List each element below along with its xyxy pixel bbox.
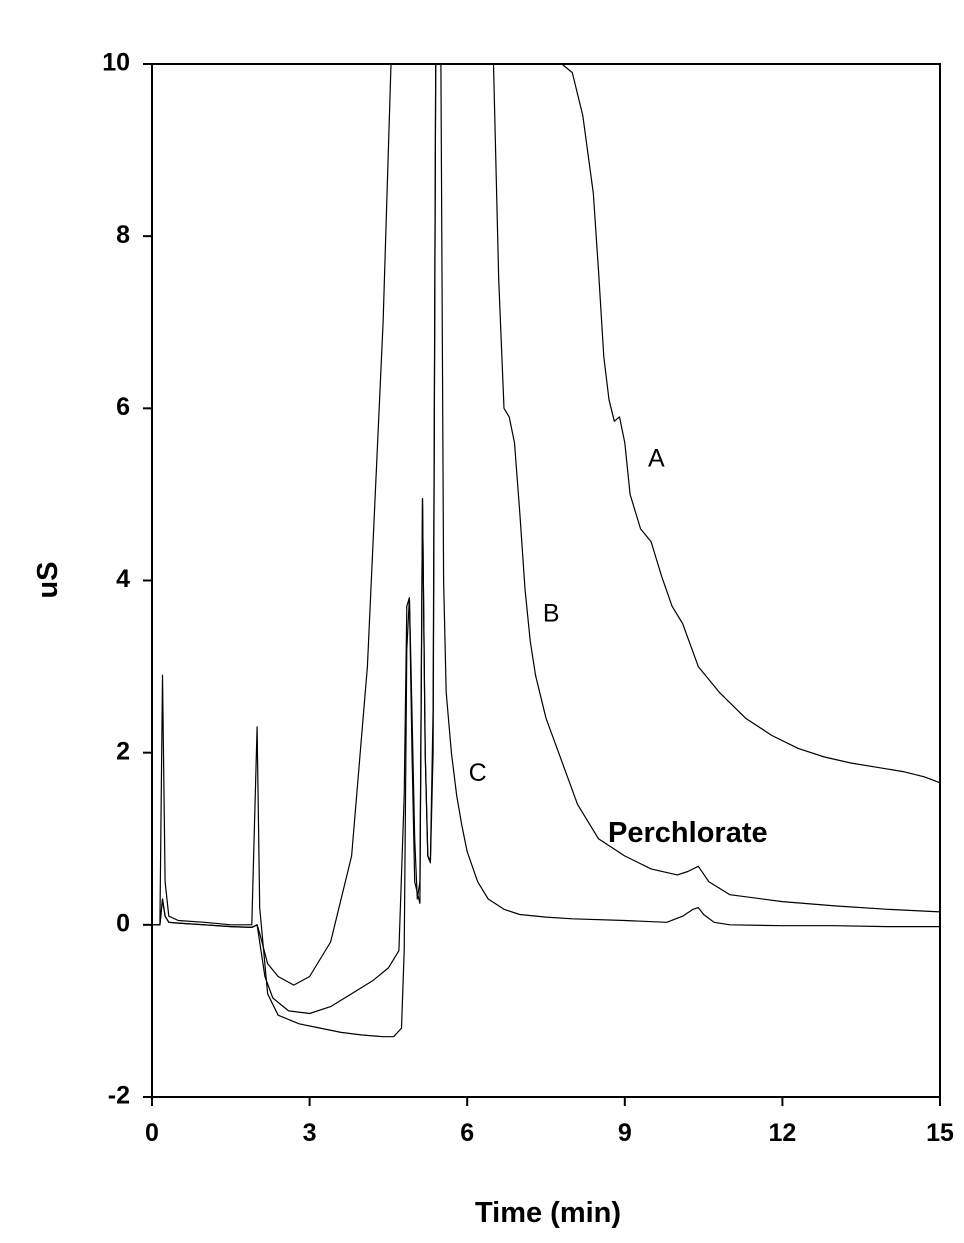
perchlorate-annotation: Perchlorate (608, 817, 768, 849)
series-a-label: A (648, 445, 665, 473)
y-tick-label: 4 (116, 565, 130, 593)
x-tick-label: 0 (145, 1119, 159, 1147)
y-tick-label: 2 (116, 737, 130, 765)
y-axis-title: uS (32, 561, 64, 598)
x-tick-label: 9 (618, 1119, 632, 1147)
y-tick-label: 6 (116, 393, 130, 421)
curves-layer (152, 64, 940, 1038)
series-c-line (152, 64, 940, 1038)
y-axis: -2 0 2 4 6 8 10 (102, 49, 152, 1110)
plot-area (151, 63, 941, 1098)
series-c-label: C (469, 759, 487, 787)
x-axis: 0 3 6 9 12 15 (145, 1097, 954, 1147)
x-tick-label: 3 (303, 1119, 317, 1147)
x-axis-title: Time (min) (475, 1197, 621, 1229)
series-b-label: B (543, 600, 560, 628)
x-tick-label: 15 (926, 1119, 954, 1147)
y-tick-label: 10 (102, 49, 130, 77)
x-tick-label: 12 (768, 1119, 796, 1147)
x-tick-label: 6 (460, 1119, 474, 1147)
y-tick-label: 0 (116, 909, 130, 937)
y-tick-label: -2 (108, 1082, 130, 1110)
labels-layer: A B C Perchlorate (469, 445, 768, 850)
y-tick-label: 8 (116, 221, 130, 249)
